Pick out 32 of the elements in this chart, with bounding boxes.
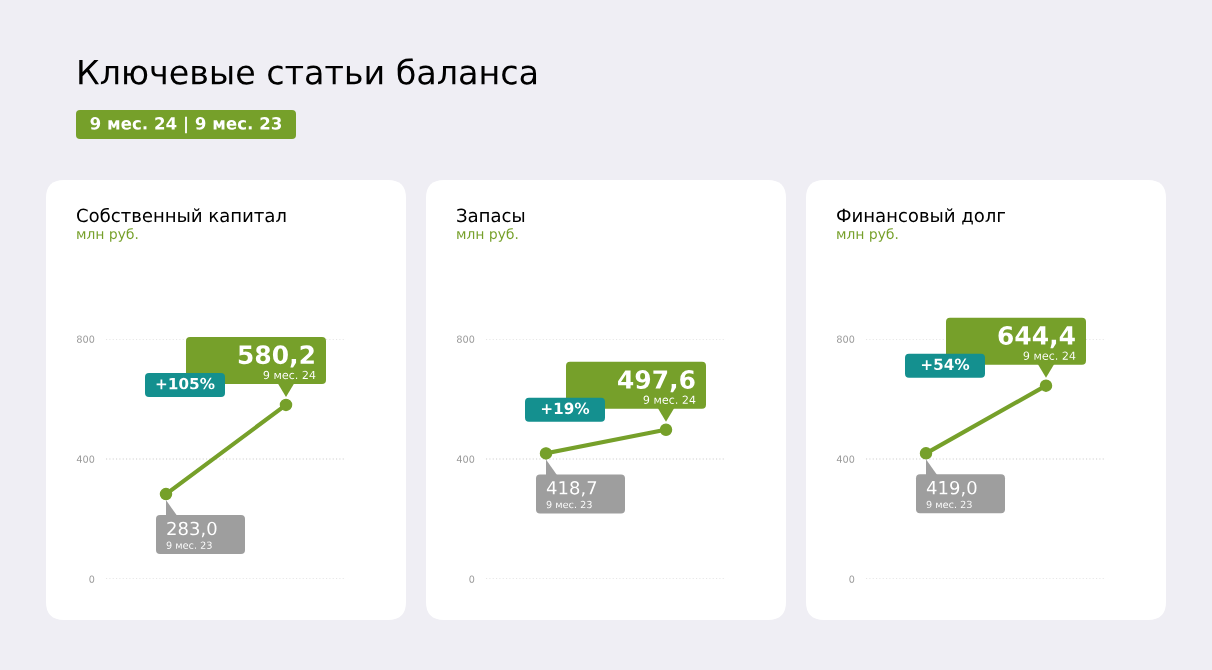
x-tick-label: 9 мес. 23 xyxy=(546,500,592,509)
chart-title: Запасы xyxy=(457,208,525,223)
text: Ключевые статьи баланса xyxy=(79,58,537,85)
x-tick-label: 9 мес. 24 xyxy=(643,395,696,404)
y-tick-label: 400 xyxy=(456,455,475,463)
y-tick-label: 0 xyxy=(89,575,95,583)
x-tick-label: 9 мес. 24 xyxy=(263,370,316,380)
data-label: 497,6 xyxy=(618,370,695,393)
x-tick-label: 9 мес. 23 xyxy=(926,500,972,509)
x-tick-label: 9 мес. 23 xyxy=(166,541,212,549)
y-tick-label: 400 xyxy=(836,455,855,463)
chart-title: Финансовый долг xyxy=(837,208,1005,225)
data-label: 418,7 xyxy=(546,480,597,497)
data-label: 283,0 xyxy=(167,521,217,538)
y-tick-label: 800 xyxy=(456,335,475,343)
text: 9 мес. 24 | 9 мес. 23 xyxy=(90,116,282,134)
annotation: +105% xyxy=(156,377,215,390)
y-tick-label: 0 xyxy=(469,575,475,583)
chart-title: Собственный капитал xyxy=(77,207,286,223)
y-tick-label: 800 xyxy=(836,335,855,343)
data-label: 580,2 xyxy=(238,345,314,368)
data-label: 644,4 xyxy=(998,326,1075,349)
y-tick-label: 400 xyxy=(76,455,95,463)
x-tick-label: 9 мес. 24 xyxy=(1023,351,1076,360)
chart-subtitle: млн руб. xyxy=(457,228,518,242)
annotation: +54% xyxy=(921,358,970,371)
annotation: +19% xyxy=(541,402,590,415)
chart-subtitle: млн руб. xyxy=(77,228,138,242)
data-label: 419,0 xyxy=(926,480,977,497)
y-tick-label: 800 xyxy=(76,335,95,343)
y-tick-label: 0 xyxy=(849,575,855,583)
chart-subtitle: млн руб. xyxy=(837,228,898,242)
